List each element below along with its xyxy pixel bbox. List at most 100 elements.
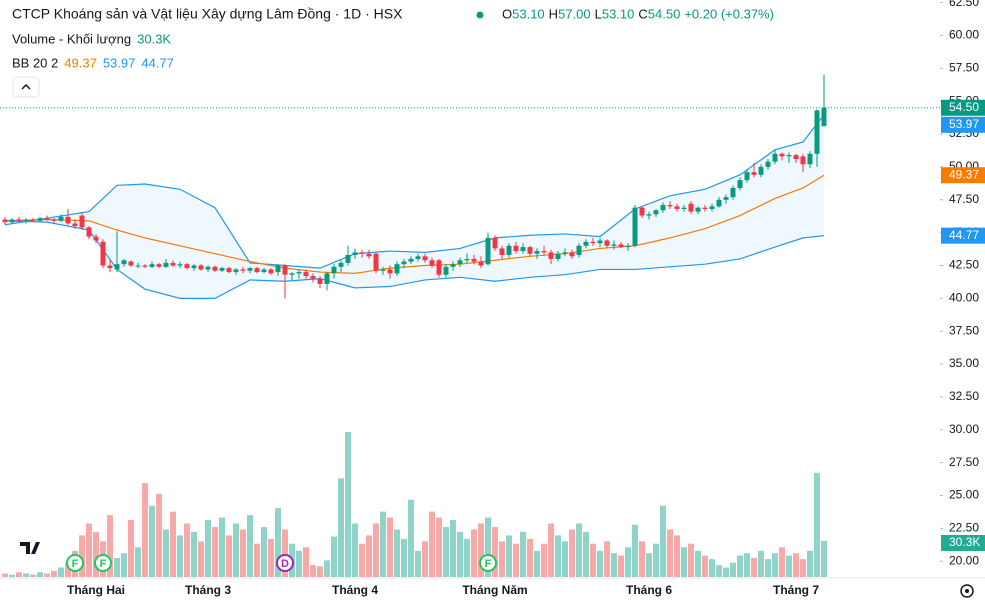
candle-body [583,241,589,246]
settings-button[interactable] [960,584,974,598]
candle-body [261,269,267,273]
volume-bar [366,535,372,577]
volume-bar [807,550,813,577]
candle-body [520,247,526,252]
volume-bar [16,572,22,577]
candle-body [555,253,561,259]
volume-bar [324,560,330,577]
event-marker[interactable] [66,554,84,572]
candle-body [23,219,29,221]
candle-body [499,248,505,255]
y-tick-label: 20.00 [949,553,979,567]
volume-bar [562,541,568,577]
y-tick-label: 35.00 [949,356,979,370]
candle-body [30,219,36,221]
volume-bar [226,535,232,577]
candle-body [86,227,92,237]
candle-body [282,265,288,275]
candle-body [534,251,540,254]
candle-body [751,172,757,175]
candle-body [569,252,575,257]
volume-bar [527,538,533,577]
volume-bar [177,535,183,577]
volume-bar [93,531,99,577]
volume-bar [772,553,778,577]
volume-bar [723,567,729,577]
volume-bar [184,523,190,577]
volume-bar [625,547,631,577]
candle-body [359,252,365,254]
price-tag [941,116,985,133]
candle-body [632,207,638,246]
candle-body [506,245,512,255]
volume-bar [380,511,386,577]
price-tag [941,99,985,116]
event-marker[interactable] [94,554,112,572]
candle-body [513,245,519,252]
candle-body [16,219,22,221]
candle-body [450,264,456,267]
volume-bar [268,538,274,577]
event-marker[interactable] [276,554,294,572]
ohlc-value: 53.10 [512,6,545,21]
candle-body [464,258,470,261]
volume-bar [205,519,211,577]
volume-bar [254,543,260,577]
candle-body [625,245,631,248]
volume-bar [695,550,701,577]
candle-body [786,155,792,157]
candle-body [807,153,813,165]
volume-bar [702,555,708,577]
price-tag-label: 54.50 [949,100,979,114]
y-tick-label: 47.50 [949,192,979,206]
price-tag-label: 49.37 [949,167,979,181]
candle-body [366,253,372,257]
candle-body [590,241,596,244]
volume-bar [793,553,799,577]
candle-body [317,278,323,284]
bb-legend-lower: 44.77 [141,55,174,70]
candle-body [702,207,708,209]
volume-bar [422,541,428,577]
volume-bar [128,519,134,577]
volume-bar [779,547,785,577]
volume-bar [541,543,547,577]
ohlc-key: O [502,6,512,21]
candle-body [268,269,274,274]
volume-bar [485,517,491,577]
event-label: D [281,558,289,570]
candle-body [646,214,652,216]
volume-bar [590,543,596,577]
candle-body [142,265,148,267]
candle-body [597,240,603,244]
volume-bar [9,574,15,577]
candle-body [667,205,673,207]
volume-bar [415,550,421,577]
volume-bar [800,559,806,577]
candle-body [681,207,687,209]
candle-body [744,172,750,181]
candle-body [226,268,232,273]
candle-body [163,262,169,267]
volume-bar [499,541,505,577]
collapse-button[interactable] [12,76,40,98]
volume-bar [121,553,127,577]
candle-body [114,264,120,270]
collapse-icon [21,83,31,90]
x-tick-label: Tháng 4 [332,583,378,597]
volume-bar [261,527,267,577]
event-marker[interactable] [479,554,497,572]
candle-body [198,265,204,270]
candle-body [156,264,162,267]
volume-bar [86,523,92,577]
volume-bar [457,531,463,577]
candle-body [618,244,624,248]
candle-body [338,262,344,267]
volume-bar [611,553,617,577]
volume-bar [569,529,575,577]
volume-bar [513,543,519,577]
volume-bar [786,555,792,577]
candle-body [121,260,127,265]
bb-fill [5,114,824,299]
volume-bar [681,547,687,577]
